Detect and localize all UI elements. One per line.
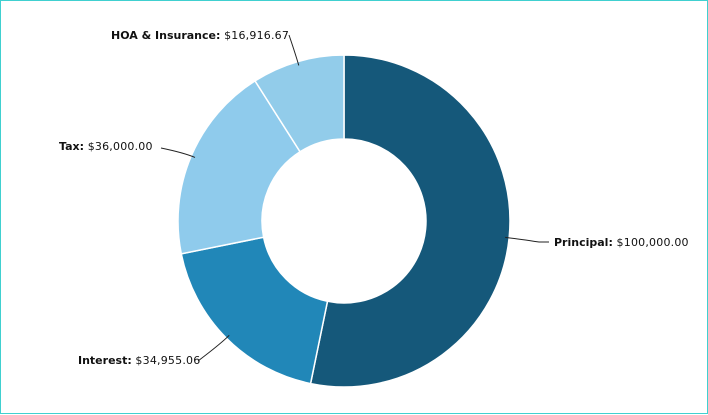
donut-slices	[177, 54, 511, 388]
label-tax-value: $36,000.00	[84, 140, 153, 153]
label-principal: Principal: $100,000.00	[554, 236, 689, 249]
label-hoa-and-insurance: HOA & Insurance: $16,916.67	[111, 29, 289, 42]
leader-line-interest	[197, 334, 230, 362]
leader-line-tax	[160, 147, 196, 158]
leader-line-hoa-and-insurance	[288, 34, 300, 66]
slice-tax[interactable]	[177, 79, 302, 255]
label-tax-category: Tax:	[59, 140, 84, 153]
label-principal-value: $100,000.00	[613, 236, 689, 249]
label-principal-category: Principal:	[554, 236, 613, 249]
label-interest: Interest: $34,955.06	[78, 354, 200, 367]
label-interest-value: $34,955.06	[132, 354, 201, 367]
slice-principal[interactable]	[309, 54, 511, 388]
label-interest-category: Interest:	[78, 354, 132, 367]
label-hoa-and-insurance-value: $16,916.67	[220, 29, 289, 42]
label-tax: Tax: $36,000.00	[59, 140, 153, 153]
slice-hoa-and-insurance[interactable]	[253, 54, 345, 153]
leader-line-principal	[505, 236, 549, 243]
slice-interest[interactable]	[180, 236, 329, 385]
label-hoa-and-insurance-category: HOA & Insurance:	[111, 29, 220, 42]
slice-labels: Principal: $100,000.00 Interest: $34,955.…	[59, 29, 689, 367]
